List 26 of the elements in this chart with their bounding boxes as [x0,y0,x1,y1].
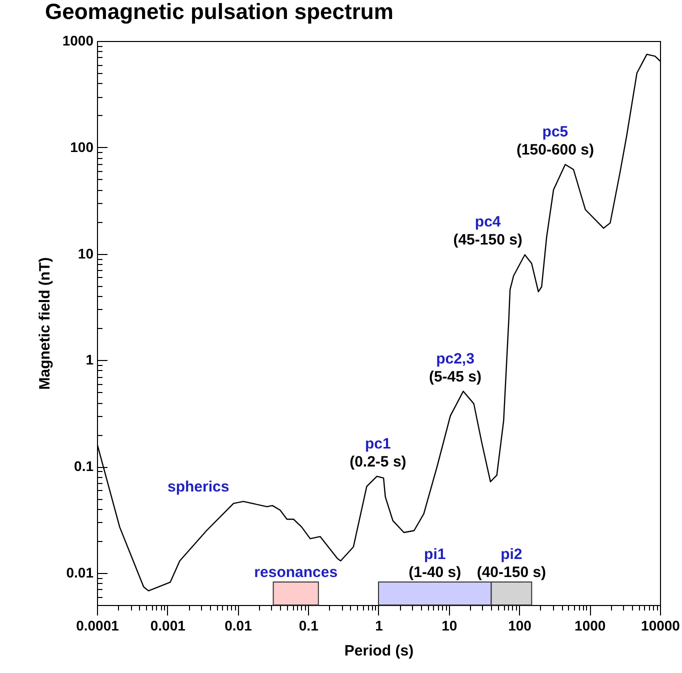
annotation: pc2,3 (5-45 s) [428,350,482,386]
annotation: spherics [167,478,230,496]
x-tick-label: 0.001 [150,618,186,634]
y-tick-label: 10 [78,245,94,262]
x-tick-label: 1 [375,618,384,634]
x-tick-label: 10000 [641,618,680,634]
x-tick-label: 0.01 [224,618,252,634]
x-tick-label: 10 [442,618,458,634]
annotation: pc4 (45-150 s) [453,214,522,249]
y-tick-label: 1000 [62,32,94,48]
annotation: pc1 (0.2-5 s) [350,435,406,470]
band-label: resonances [254,564,338,581]
x-axis-title: Period (s) [344,642,414,660]
x-tick-label: 1000 [574,618,606,634]
x-tick-label: 0.0001 [76,618,120,634]
y-tick-label: 100 [70,138,94,155]
annotation: pc5 (150-600 s) [516,124,594,159]
y-tick-label: 1 [86,352,94,368]
x-tick-label: 0.1 [298,618,319,634]
y-axis-title: Magnetic field (nT) [36,257,54,390]
chart-title: Geomagnetic pulsation spectrum [45,0,394,24]
band-label: pi1 (1-40 s) [408,546,462,581]
y-tick-label: 0.1 [74,458,94,474]
x-tick-label: 100 [508,618,532,634]
y-tick-label: 0.01 [66,564,94,580]
band-label: pi2 (40-150 s) [476,546,546,581]
